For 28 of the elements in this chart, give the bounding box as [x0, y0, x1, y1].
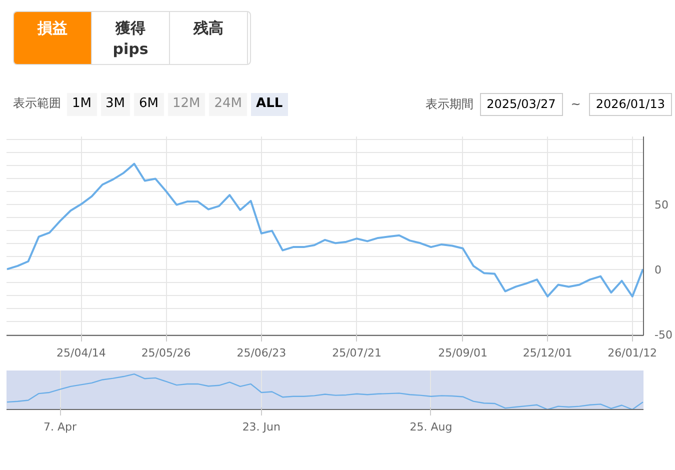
text: 残高 — [170, 12, 248, 64]
text: 24M — [209, 93, 248, 116]
text: 表示期間 — [426, 97, 474, 111]
text: 6M — [134, 93, 164, 116]
y-tick-label: 50 — [654, 198, 668, 212]
x-tick-label: 23. Jun — [242, 420, 281, 434]
x-tick-label: 25. Aug — [410, 420, 452, 434]
text: 2026/01/13 — [588, 93, 672, 116]
y-tick-label: 0 — [654, 264, 662, 277]
x-tick-label: 25/09/01 — [438, 346, 488, 360]
x-tick-label: 25/05/26 — [141, 346, 191, 360]
text: 獲得pips — [92, 12, 170, 64]
text: 2025/03/27 — [480, 93, 563, 116]
y-tick-label: -50 — [654, 328, 672, 342]
x-tick-label: 25/06/23 — [236, 346, 286, 360]
text: 表示範囲 — [13, 96, 61, 110]
text: ALL — [251, 93, 288, 116]
line-series — [6, 162, 644, 298]
x-tick-label: 26/01/12 — [608, 346, 658, 360]
text: ~ — [570, 97, 581, 111]
text: 1M — [67, 93, 96, 116]
x-tick-label: 25/12/01 — [522, 346, 572, 360]
text: 3M — [100, 93, 130, 116]
text: 12M — [168, 93, 206, 116]
x-tick-label: 25/07/21 — [332, 346, 382, 360]
text: 損益 — [14, 12, 92, 64]
x-tick-label: 25/04/14 — [56, 346, 106, 360]
x-tick-label: 7. Apr — [44, 420, 78, 434]
